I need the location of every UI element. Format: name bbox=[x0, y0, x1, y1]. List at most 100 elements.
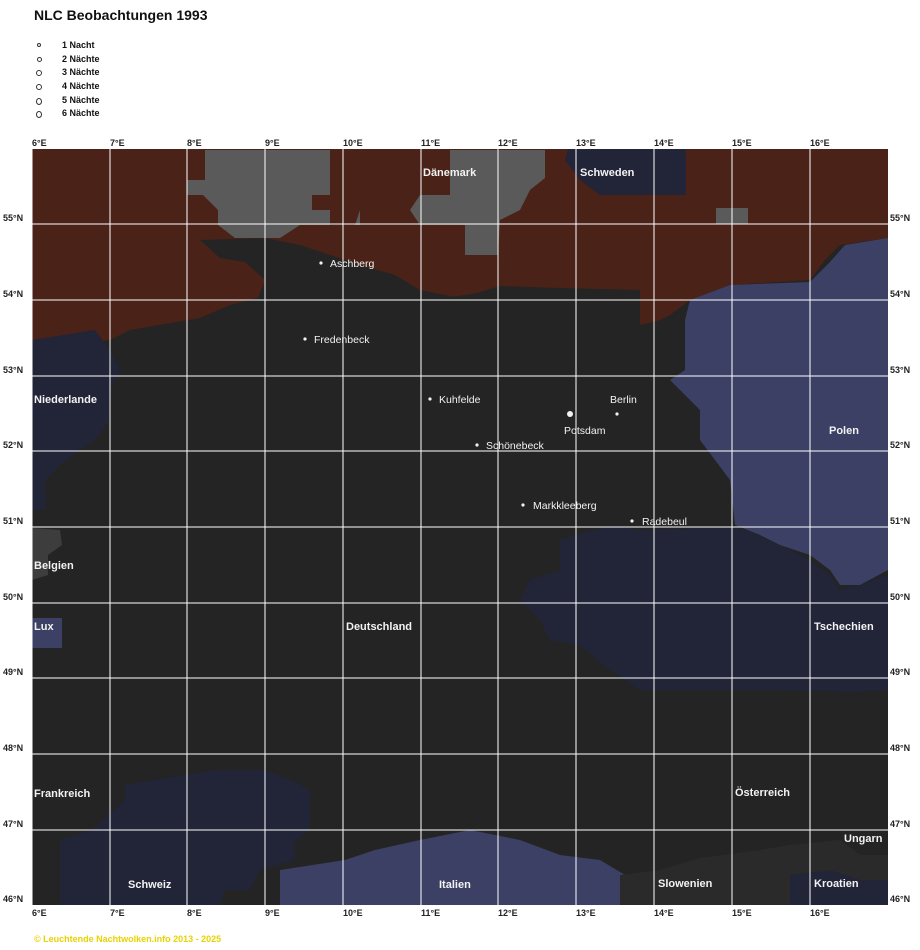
lon-tick-label: 10°E bbox=[343, 908, 363, 918]
lon-tick-label: 14°E bbox=[654, 138, 674, 148]
site-label-radebeul: Radebeul bbox=[642, 516, 687, 528]
legend-label: 5 Nächte bbox=[62, 94, 100, 105]
legend-circle-icon bbox=[36, 84, 42, 91]
lon-tick-label: 15°E bbox=[732, 138, 752, 148]
lat-tick-label: 54°N bbox=[890, 289, 910, 299]
legend-label: 6 Nächte bbox=[62, 108, 100, 119]
lon-tick-label: 8°E bbox=[187, 138, 202, 148]
site-label-potsdam: Potsdam bbox=[564, 425, 606, 437]
lon-tick-label: 8°E bbox=[187, 908, 202, 918]
lat-tick-label: 47°N bbox=[890, 819, 910, 829]
country-label-deutschland: Deutschland bbox=[346, 621, 412, 633]
lat-tick-label: 49°N bbox=[3, 667, 23, 677]
graticule bbox=[31, 149, 888, 905]
legend-label: 1 Nacht bbox=[62, 40, 95, 50]
lat-tick-label: 48°N bbox=[890, 743, 910, 753]
lon-tick-label: 9°E bbox=[265, 138, 280, 148]
lon-tick-label: 9°E bbox=[265, 908, 280, 918]
site-label-kuhfelde: Kuhfelde bbox=[439, 394, 481, 406]
legend-circle-icon bbox=[36, 111, 42, 119]
region-luxembourg bbox=[32, 618, 62, 648]
site-marker-radebeul[interactable] bbox=[630, 519, 634, 523]
country-label-kroatien: Kroatien bbox=[814, 878, 859, 890]
region-netherlands bbox=[32, 330, 120, 510]
legend-circle-icon bbox=[36, 70, 42, 77]
lat-tick-label: 52°N bbox=[3, 440, 23, 450]
legend-circle-icon bbox=[36, 43, 42, 47]
country-label-italien: Italien bbox=[439, 879, 471, 891]
region-poland bbox=[670, 238, 888, 585]
lon-tick-label: 7°E bbox=[110, 138, 125, 148]
legend-label: 2 Nächte bbox=[62, 53, 100, 64]
site-marker-schoenebeck[interactable] bbox=[475, 443, 479, 447]
lon-tick-label: 15°E bbox=[732, 908, 752, 918]
lon-tick-label: 10°E bbox=[343, 138, 363, 148]
lon-tick-label: 16°E bbox=[810, 908, 830, 918]
lat-tick-label: 52°N bbox=[890, 440, 910, 450]
lat-tick-label: 53°N bbox=[3, 365, 23, 375]
lon-tick-label: 11°E bbox=[421, 138, 440, 148]
lon-tick-label: 13°E bbox=[576, 908, 596, 918]
lat-tick-label: 47°N bbox=[3, 819, 23, 829]
region-scandinavia bbox=[187, 150, 545, 255]
lon-tick-label: 11°E bbox=[421, 908, 440, 918]
site-label-schoenebeck: Schönebeck bbox=[486, 440, 545, 452]
lat-tick-label: 51°N bbox=[890, 516, 910, 526]
lat-tick-label: 54°N bbox=[3, 289, 23, 299]
observation-sites: Aschberg Fredenbeck Kuhfelde Berlin Pots… bbox=[303, 258, 687, 528]
country-label-lux: Lux bbox=[34, 621, 54, 633]
legend-label: 3 Nächte bbox=[62, 67, 100, 78]
region-baltic bbox=[268, 240, 640, 296]
site-label-berlin: Berlin bbox=[610, 394, 637, 406]
country-label-schweden: Schweden bbox=[580, 167, 635, 179]
lon-tick-label: 13°E bbox=[576, 138, 596, 148]
country-label-polen: Polen bbox=[829, 425, 859, 437]
lat-tick-label: 55°N bbox=[3, 213, 23, 223]
country-label-tschechien: Tschechien bbox=[814, 621, 874, 633]
lon-tick-label: 12°E bbox=[498, 908, 518, 918]
country-label-niederlande: Niederlande bbox=[34, 394, 97, 406]
lon-tick-label: 14°E bbox=[654, 908, 674, 918]
lat-tick-label: 55°N bbox=[890, 213, 910, 223]
region-sweden bbox=[565, 149, 686, 195]
region-belgium bbox=[32, 528, 62, 580]
lon-ticks-top: 6°E 7°E 8°E 9°E 10°E 11°E 12°E 13°E 14°E… bbox=[32, 138, 830, 148]
site-marker-potsdam[interactable] bbox=[567, 411, 573, 417]
site-label-fredenbeck: Fredenbeck bbox=[314, 334, 370, 346]
country-label-belgien: Belgien bbox=[34, 560, 74, 572]
legend-circle-icon bbox=[36, 56, 42, 62]
lat-ticks-right: 55°N 54°N 53°N 52°N 51°N 50°N 49°N 48°N … bbox=[890, 213, 910, 904]
country-label-schweiz: Schweiz bbox=[128, 879, 172, 891]
site-marker-kuhfelde[interactable] bbox=[428, 397, 432, 401]
lon-tick-label: 6°E bbox=[32, 138, 47, 148]
lat-tick-label: 46°N bbox=[890, 894, 910, 904]
lat-tick-label: 53°N bbox=[890, 365, 910, 375]
lat-tick-label: 48°N bbox=[3, 743, 23, 753]
map-title: NLC Beobachtungen 1993 bbox=[34, 7, 208, 23]
site-marker-markkleeberg[interactable] bbox=[521, 503, 525, 507]
legend-circle-icon bbox=[36, 97, 42, 105]
lat-ticks-left: 55°N 54°N 53°N 52°N 51°N 50°N 49°N 48°N … bbox=[3, 213, 23, 904]
region-croatia bbox=[790, 870, 888, 905]
country-label-ungarn: Ungarn bbox=[844, 833, 883, 845]
country-labels: Dänemark Schweden Niederlande Polen Belg… bbox=[34, 167, 883, 891]
lon-tick-label: 7°E bbox=[110, 908, 125, 918]
lat-tick-label: 50°N bbox=[890, 592, 910, 602]
map-regions bbox=[32, 149, 888, 905]
site-marker-berlin[interactable] bbox=[615, 412, 619, 416]
region-italy bbox=[280, 830, 625, 905]
lat-tick-label: 50°N bbox=[3, 592, 23, 602]
lat-tick-label: 51°N bbox=[3, 516, 23, 526]
lat-tick-label: 46°N bbox=[3, 894, 23, 904]
site-label-markkleeberg: Markkleeberg bbox=[533, 500, 597, 512]
lat-tick-label: 49°N bbox=[890, 667, 910, 677]
site-marker-fredenbeck[interactable] bbox=[303, 337, 307, 341]
region-germany-north bbox=[32, 238, 888, 905]
site-label-aschberg: Aschberg bbox=[330, 258, 375, 270]
country-label-slowenien: Slowenien bbox=[658, 878, 713, 890]
region-czechia bbox=[520, 525, 888, 692]
lon-tick-label: 12°E bbox=[498, 138, 518, 148]
site-marker-aschberg[interactable] bbox=[319, 261, 323, 265]
copyright-notice: © Leuchtende Nachtwolken.info 2013 - 202… bbox=[34, 934, 222, 944]
